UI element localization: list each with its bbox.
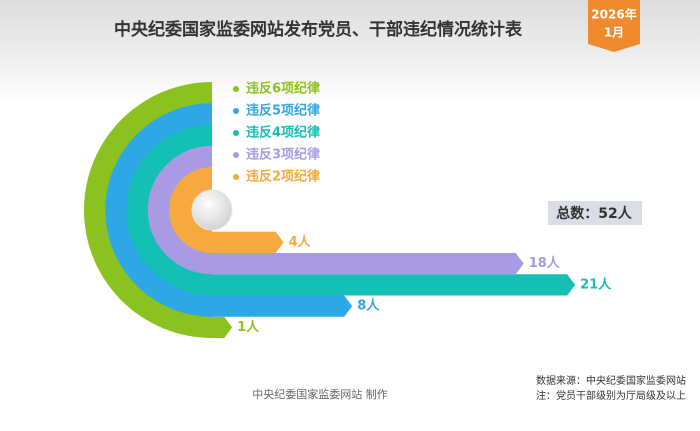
source: 数据来源：中央纪委国家监委网站: [536, 374, 686, 387]
legend-label: 违反3项纪律: [246, 147, 320, 163]
legend-dot: [233, 152, 239, 158]
center-knob: [191, 189, 233, 231]
bar: [212, 274, 576, 296]
credit: 中央纪委国家监委网站 制作: [252, 387, 388, 401]
bar: [212, 295, 353, 317]
legend-dot: [233, 86, 239, 92]
value-label: 4人: [289, 234, 312, 250]
legend-dot: [233, 130, 239, 136]
legend-dot: [233, 108, 239, 114]
badge-year: 2026年: [591, 7, 636, 22]
value-label: 18人: [529, 255, 561, 271]
bar: [212, 231, 284, 253]
value-label: 21人: [580, 276, 612, 292]
total: 总数：52人: [556, 205, 632, 222]
badge-month: 1月: [604, 26, 624, 40]
value-label: 8人: [357, 298, 380, 314]
legend-label: 违反5项纪律: [246, 103, 320, 119]
legend-label: 违反2项纪律: [246, 169, 320, 185]
value-label: 1人: [237, 319, 260, 335]
half-ring: [169, 167, 212, 253]
badge: [588, 0, 640, 52]
note: 注：党员干部级别为厅局级及以上: [536, 389, 686, 402]
legend-label: 违反4项纪律: [246, 125, 320, 141]
legend-dot: [233, 174, 239, 180]
legend-label: 违反6项纪律: [246, 81, 320, 97]
chart-title: 中央纪委国家监委网站发布党员、干部违纪情况统计表: [114, 19, 523, 40]
bar: [212, 316, 233, 338]
total-box: [548, 201, 642, 225]
bar: [212, 253, 524, 275]
